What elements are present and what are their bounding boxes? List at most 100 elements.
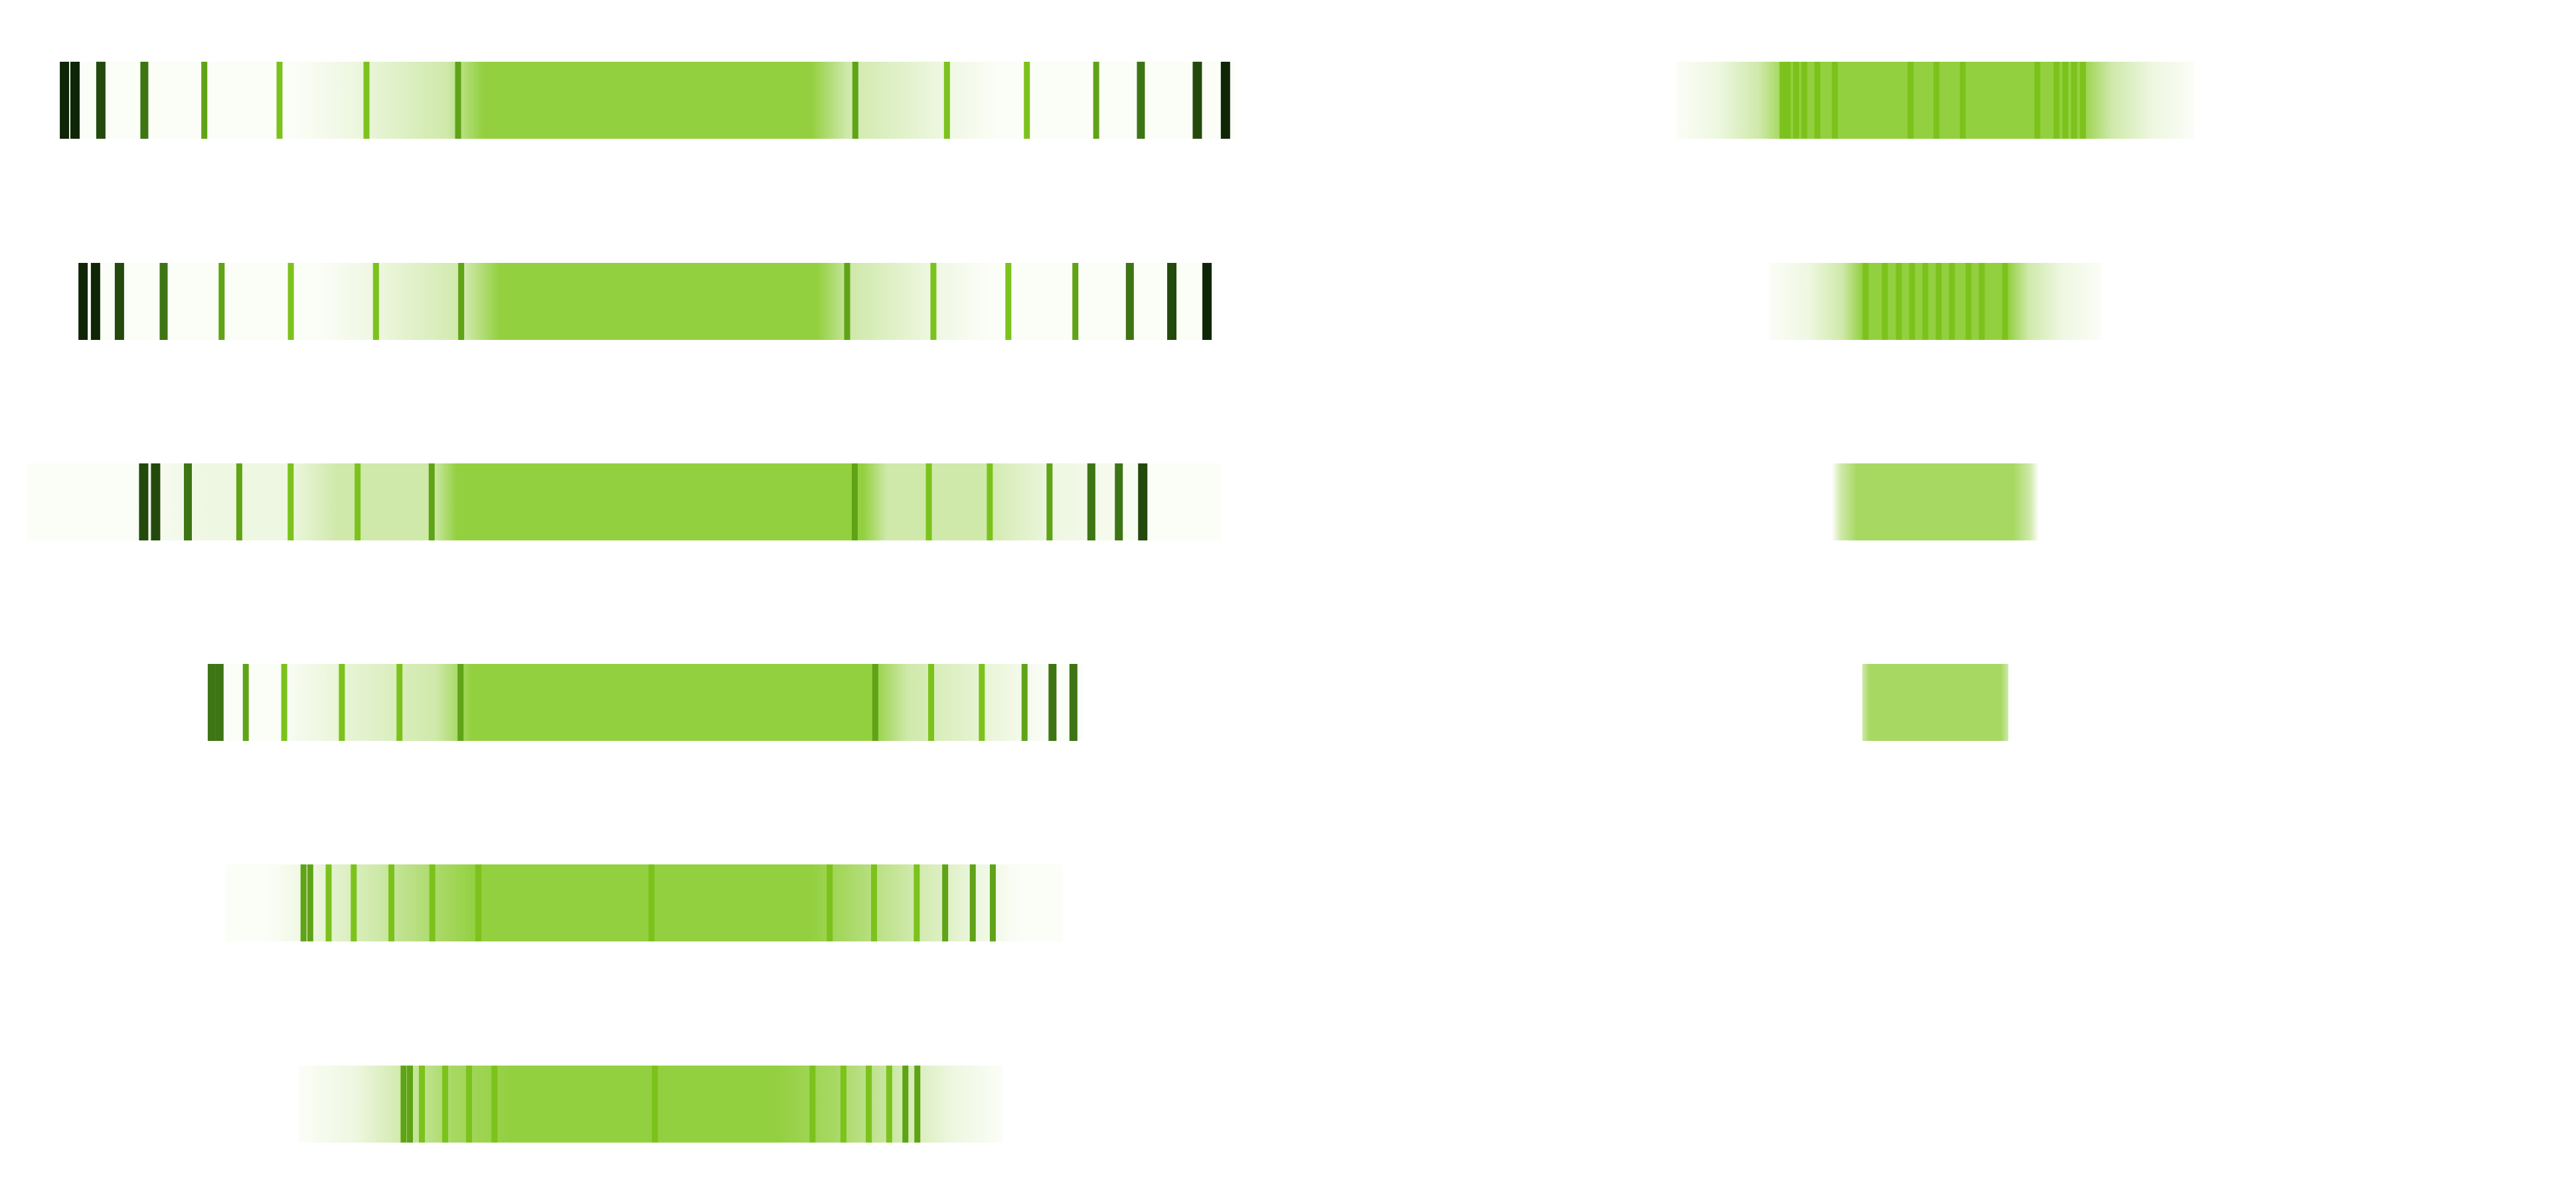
stripe-line: [300, 864, 307, 941]
stripe-line: [60, 62, 70, 139]
stripe-line: [139, 463, 149, 540]
stripe-line: [1779, 62, 1786, 139]
stripe-line: [457, 664, 464, 741]
stripe-line: [90, 263, 100, 340]
stripe-line: [1785, 62, 1791, 139]
left-column: [27, 62, 1235, 1143]
stripe-line: [1024, 62, 1030, 139]
stripe-line: [458, 263, 465, 340]
stripe-line: [407, 1066, 413, 1143]
stripe-line: [852, 62, 858, 139]
stripe-line: [969, 864, 976, 941]
stripe-line: [1138, 463, 1148, 540]
stripe-band: [60, 62, 1235, 139]
stripe-line: [1220, 62, 1230, 139]
stripe-line: [1793, 62, 1799, 139]
stripe-line: [159, 263, 168, 340]
band-gradient: [27, 463, 1222, 540]
stripe-line: [1862, 263, 1869, 340]
stripe-line: [419, 1066, 425, 1143]
stripe-line: [388, 864, 394, 941]
stripe-line: [475, 864, 481, 941]
stripe-line: [400, 1066, 407, 1143]
stripe-line: [928, 664, 934, 741]
stripe-line: [648, 864, 655, 941]
stripe-line: [1072, 263, 1079, 340]
stripe-line: [1087, 463, 1095, 540]
stripe-line: [1895, 263, 1902, 340]
stripe-line: [307, 864, 313, 941]
stripe-line: [1021, 664, 1028, 741]
stripe-line: [325, 864, 332, 941]
stripe-line: [943, 62, 950, 139]
stripe-line: [1882, 263, 1888, 340]
band-gradient: [299, 1066, 1003, 1143]
stripe-line: [1832, 62, 1838, 139]
stripe-line: [2002, 263, 2008, 340]
stripe-line: [1115, 463, 1123, 540]
stripe-line: [902, 1066, 909, 1143]
band-gradient: [1769, 263, 2101, 340]
stripe-line: [840, 1066, 846, 1143]
stripe-line: [1949, 263, 1955, 340]
stripe-line: [1046, 463, 1053, 540]
stripe-line: [442, 1066, 448, 1143]
stripe-line: [844, 263, 850, 340]
stripe-line: [281, 664, 287, 741]
stripe-band: [1769, 263, 2101, 340]
stripe-line: [989, 864, 996, 941]
stripe-line: [2079, 62, 2086, 139]
stripe-line: [1125, 263, 1134, 340]
stripe-line: [866, 1066, 872, 1143]
stripe-line: [914, 1066, 921, 1143]
stripe-line: [1911, 463, 1918, 540]
stripe-line: [1922, 263, 1929, 340]
stripe-line: [1953, 463, 1959, 540]
stripe-line: [914, 864, 920, 941]
stripe-line: [287, 263, 294, 340]
stripe-line: [429, 864, 436, 941]
stripe-line: [355, 463, 361, 540]
band-gradient: [60, 62, 1235, 139]
stripe-line: [96, 62, 106, 139]
stripe-band: [1676, 62, 2194, 139]
stripe-line: [2053, 62, 2059, 139]
stripe-line: [979, 664, 985, 741]
stripe-line: [1933, 62, 1940, 139]
stripe-line: [1909, 263, 1915, 340]
stripe-line: [151, 463, 161, 540]
stripe-line: [872, 664, 878, 741]
stripe-band: [27, 463, 1222, 540]
stripe-line: [396, 664, 403, 741]
stripe-line: [236, 463, 242, 540]
stripe-line: [276, 62, 283, 139]
stripe-band: [78, 263, 1215, 340]
stripe-line: [2062, 62, 2069, 139]
stripe-line: [1814, 62, 1820, 139]
stripe-line: [1959, 62, 1966, 139]
stripe-line: [1005, 263, 1012, 340]
right-column: [1676, 62, 2194, 741]
stripe-line: [651, 1066, 658, 1143]
stripe-line: [1935, 263, 1942, 340]
band-gradient: [1832, 463, 2038, 540]
stripe-line: [942, 864, 949, 941]
stripe-line: [218, 263, 225, 340]
stripe-band: [207, 664, 1082, 741]
band-gradient: [226, 864, 1062, 941]
stripe-line: [1048, 664, 1057, 741]
stripe-line: [70, 62, 80, 139]
stripe-line: [201, 62, 208, 139]
stripe-line: [339, 664, 345, 741]
stripe-line: [242, 664, 249, 741]
stripe-line: [886, 1066, 892, 1143]
stripe-line: [930, 263, 937, 340]
stripe-line: [114, 263, 124, 340]
stripe-line: [851, 463, 858, 540]
stripe-band: [1862, 664, 2008, 741]
stripe-line: [1202, 263, 1212, 340]
stripe-line: [987, 463, 993, 540]
band-gradient: [1862, 664, 2008, 741]
